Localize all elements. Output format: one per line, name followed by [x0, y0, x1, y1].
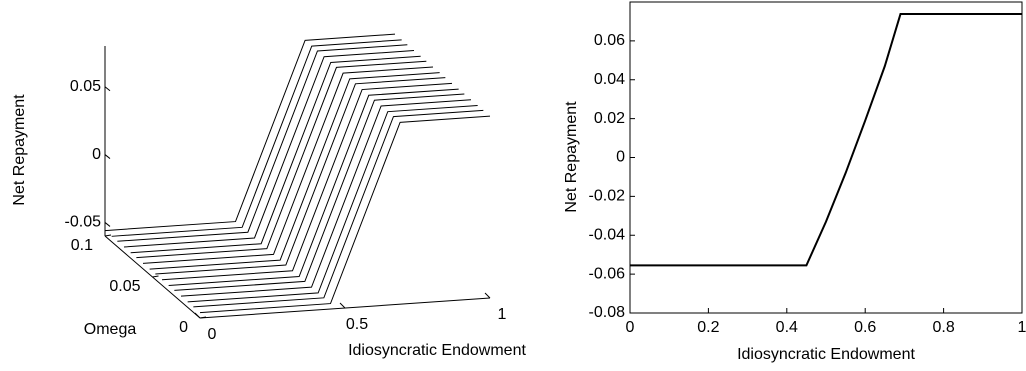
data-line [630, 13, 1022, 267]
y-tick-label: 0.05 [109, 278, 140, 295]
y-tick-label: -0.04 [589, 226, 626, 243]
data-line [123, 50, 415, 248]
x-tick-label: 1 [1018, 319, 1026, 336]
y-tick-label: 0 [616, 149, 625, 166]
y-tick-label: 0.04 [594, 71, 625, 88]
z-tick-label: -0.05 [65, 214, 102, 231]
z-tick [104, 222, 111, 227]
z-axis-label: Net Repayment [11, 94, 28, 206]
y-tick-label: -0.02 [589, 188, 626, 205]
data-line [142, 66, 434, 264]
x-tick-label: 0.2 [697, 319, 719, 336]
x-tick [339, 302, 346, 309]
data-line [117, 44, 408, 242]
data-line [104, 33, 396, 232]
x-tick-label: 0 [208, 326, 217, 343]
data-line [130, 55, 421, 254]
data-line [161, 82, 453, 281]
y-axis-label: Omega [84, 321, 137, 338]
y-tick [199, 316, 207, 319]
x-axis-label: Idiosyncratic Endowment [348, 342, 526, 359]
data-line [199, 115, 491, 314]
data-line [168, 88, 459, 287]
x-axis-label: Idiosyncratic Endowment [737, 346, 915, 363]
data-line [187, 104, 478, 303]
data-line [155, 77, 446, 275]
x-tick-label: 0.4 [776, 319, 798, 336]
data-line [111, 39, 402, 237]
x-tick-label: 0.5 [346, 316, 368, 333]
x-tick-label: 0.8 [932, 319, 954, 336]
data-line [136, 60, 427, 259]
y-tick-label: 0 [179, 319, 188, 336]
x-tick-label: 0.6 [854, 319, 876, 336]
x-tick-label: 1 [498, 306, 507, 323]
y-tick-label: 0.02 [594, 110, 625, 127]
y-tick-label: 0.1 [71, 237, 93, 254]
data-line [174, 93, 465, 291]
y-tick [152, 275, 159, 278]
y-axis-label: Net Repayment [563, 101, 580, 213]
z-tick-label: 0 [92, 146, 101, 163]
data-line [180, 99, 472, 297]
y-tick [104, 234, 112, 237]
x-tick [194, 312, 201, 319]
data-line [193, 109, 484, 308]
y-tick-label: -0.08 [589, 304, 626, 321]
x-tick-label: 0 [626, 319, 635, 336]
y-tick-label: -0.06 [589, 265, 626, 282]
y-tick-label: 0.06 [594, 32, 625, 49]
z-tick [104, 154, 111, 159]
z-tick [104, 86, 111, 92]
data-line [149, 72, 440, 270]
z-tick-label: 0.05 [70, 78, 101, 95]
x-tick [484, 292, 491, 299]
